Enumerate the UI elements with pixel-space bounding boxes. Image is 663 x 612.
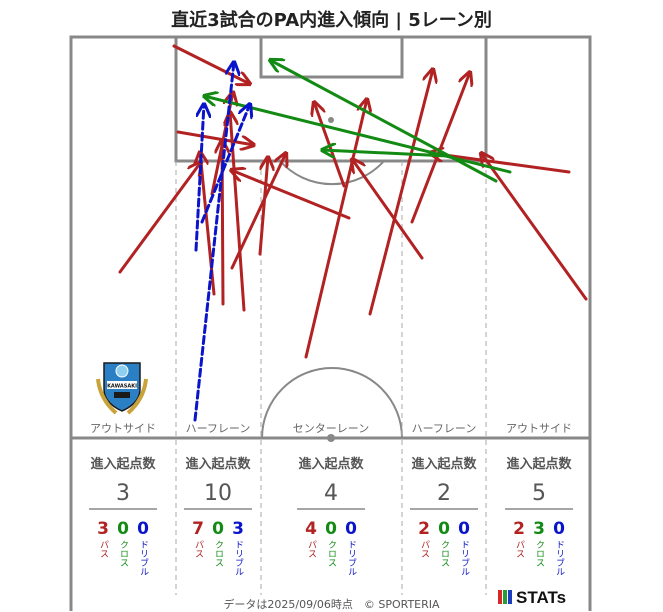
pass-count: 3 [97, 519, 109, 539]
pass-arrow [368, 69, 433, 316]
cross-count: 0 [117, 519, 129, 539]
pass-arrow [118, 162, 201, 274]
pass-type-label: パス [98, 540, 109, 558]
dribble-count: 0 [553, 519, 565, 539]
center-spot [327, 434, 335, 442]
pass-arrow [352, 159, 424, 260]
dribble-type-label: ドリブル [554, 540, 565, 576]
pass-arrow [304, 99, 367, 359]
crest-text: KAWASAKI [107, 384, 137, 390]
pass-arrow [258, 157, 268, 256]
center-circle [261, 367, 403, 439]
dribble-arrow [200, 104, 250, 224]
cross-count: 0 [438, 519, 450, 539]
chart-title: 直近3試合のPA内進入傾向 | 5レーン別 [171, 10, 492, 31]
pass-count: 4 [305, 519, 317, 539]
cross-arrow [322, 150, 450, 156]
cross-type-label: クロス [326, 540, 336, 567]
dribble-count: 0 [345, 519, 357, 539]
lane-name: アウトサイド [90, 422, 156, 435]
pass-arrow [176, 130, 254, 145]
entries-count: 4 [324, 481, 338, 506]
penalty-spot [328, 117, 334, 123]
lane-stats: 進入起点数33パス0クロス0ドリブル進入起点数107パス0クロス3ドリブル進入起… [89, 456, 573, 576]
pass-arrow [481, 153, 588, 301]
stats-logo-text: STATs [516, 588, 567, 607]
cross-count: 3 [533, 519, 545, 539]
stats-logo: STATs [498, 588, 566, 608]
entry-arrows [118, 44, 588, 422]
pass-type-label: パス [419, 540, 430, 558]
entries-label: 進入起点数 [298, 456, 364, 472]
pass-arrow [314, 102, 346, 188]
pass-arrow [231, 170, 351, 220]
entries-count: 10 [204, 481, 232, 506]
cross-type-label: クロス [439, 540, 449, 567]
pass-count: 7 [192, 519, 204, 539]
club-crest: KAWASAKI [96, 362, 148, 415]
dribble-count: 3 [232, 519, 244, 539]
pass-count: 2 [513, 519, 525, 539]
entries-label: 進入起点数 [506, 456, 572, 472]
cross-count: 0 [212, 519, 224, 539]
dribble-type-label: ドリブル [138, 540, 149, 576]
pass-arrow [410, 72, 470, 224]
lane-name: ハーフレーン [186, 422, 251, 435]
dribble-arrow [193, 62, 234, 422]
footer-credit: データは2025/09/06時点 © SPORTERIA [223, 598, 440, 611]
goal-area [259, 35, 404, 79]
pass-arrow [430, 153, 571, 174]
cross-type-label: クロス [534, 540, 544, 567]
lane-dividers [175, 161, 487, 595]
lane-name: ハーフレーン [412, 422, 477, 435]
pass-count: 2 [418, 519, 430, 539]
pass-type-label: パス [193, 540, 204, 558]
pass-type-label: パス [306, 540, 317, 558]
entries-count: 2 [437, 481, 451, 506]
dribble-count: 0 [137, 519, 149, 539]
dribble-arrow [194, 104, 204, 252]
entries-count: 5 [532, 481, 546, 506]
cross-count: 0 [325, 519, 337, 539]
entries-count: 3 [116, 481, 130, 506]
cross-type-label: クロス [213, 540, 223, 567]
entries-label: 進入起点数 [185, 456, 251, 472]
lane-name: アウトサイド [506, 422, 572, 435]
entries-label: 進入起点数 [411, 456, 477, 472]
dribble-type-label: ドリブル [233, 540, 244, 576]
lane-name: センターレーン [293, 422, 369, 435]
lane-labels: アウトサイド ハーフレーン センターレーン ハーフレーン アウトサイド [90, 422, 572, 435]
pass-arrow [172, 44, 250, 84]
entries-label: 進入起点数 [90, 456, 156, 472]
penalty-arc [279, 160, 385, 186]
pass-type-label: パス [514, 540, 525, 558]
cross-arrow [204, 96, 512, 174]
dribble-type-label: ドリブル [346, 540, 357, 576]
cross-type-label: クロス [118, 540, 128, 567]
cross-arrow [270, 60, 498, 183]
dribble-type-label: ドリブル [459, 540, 470, 576]
dribble-count: 0 [458, 519, 470, 539]
